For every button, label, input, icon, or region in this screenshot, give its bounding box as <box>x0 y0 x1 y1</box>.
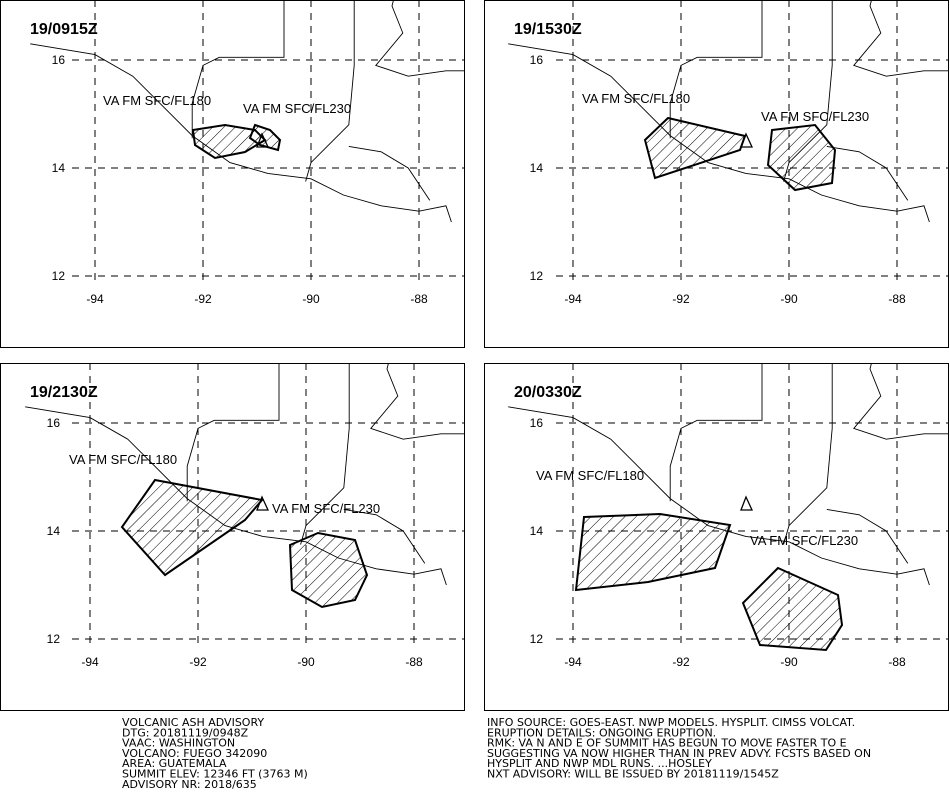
lat-tick-label: 12 <box>47 632 61 646</box>
map-area <box>508 0 949 283</box>
lon-tick-label: -88 <box>888 292 906 306</box>
lon-tick-label: -92 <box>672 655 690 669</box>
map-area <box>25 363 465 646</box>
advisory-line: ERUPTION DETAILS: ONGOING ERUPTION. <box>487 726 716 739</box>
lat-tick-label: 12 <box>530 269 544 283</box>
lon-tick-label: -90 <box>780 655 798 669</box>
ash-cloud <box>766 123 837 192</box>
lon-tick-label: -92 <box>194 292 212 306</box>
ash-cloud <box>288 531 369 609</box>
ash-label: VA FM SFC/FL180 <box>536 468 644 483</box>
coastline <box>783 363 833 545</box>
lon-tick-label: -94 <box>564 655 582 669</box>
lon-tick-label: -90 <box>780 292 798 306</box>
advisory-line: VOLCANIC ASH ADVISORY <box>122 716 264 729</box>
lon-tick-label: -88 <box>405 655 423 669</box>
advisory-line: DTG: 20181119/0948Z <box>122 726 249 739</box>
advisory-line: RMK: VA N AND E OF SUMMIT HAS BEGUN TO M… <box>487 737 847 750</box>
coastline <box>370 363 465 440</box>
ash-label: VA FM SFC/FL230 <box>243 101 351 116</box>
advisory-line: VOLCANO: FUEGO 342090 <box>122 747 267 760</box>
ash-cloud <box>191 123 267 160</box>
lat-tick-label: 16 <box>530 416 544 430</box>
panel-frame <box>0 0 465 348</box>
advisory-line: HYSPLIT AND NWP MDL RUNS. ...HOSLEY <box>487 757 712 770</box>
ash-cloud <box>248 123 282 152</box>
advisory-line: NXT ADVISORY: WILL BE ISSUED BY 20181119… <box>487 768 779 781</box>
volcano-symbol <box>740 495 754 511</box>
map-panel: -94 -92 -90 -88 16 14 12 19/1530Z VA FM SFC/FL18… <box>484 0 949 348</box>
panel-time: 19/0915Z <box>30 21 98 38</box>
lon-tick-label: -88 <box>888 655 906 669</box>
map-panel: -94 -92 -90 -88 16 14 12 20/0330Z VA FM SFC/FL18… <box>484 363 949 711</box>
coastline <box>191 0 285 139</box>
advisory-line: ADVISORY NR: 2018/635 <box>122 778 257 791</box>
volcano-symbol <box>256 132 270 148</box>
coastline <box>669 0 763 139</box>
lat-tick-label: 14 <box>530 524 544 538</box>
coastline <box>375 0 465 77</box>
ash-cloud <box>574 512 732 592</box>
advisory-line: VAAC: WASHINGTON <box>122 737 235 750</box>
advisory-line: INFO SOURCE: GOES-EAST. NWP MODELS. HYSP… <box>487 716 855 729</box>
lat-tick-label: 14 <box>530 161 544 175</box>
map-area <box>30 0 465 283</box>
ash-cloud <box>120 478 264 577</box>
coastline <box>300 363 350 545</box>
panel-time: 20/0330Z <box>514 384 582 401</box>
coastline <box>669 363 763 502</box>
coastline <box>305 0 355 182</box>
lat-tick-label: 14 <box>47 524 61 538</box>
panel-time: 19/1530Z <box>514 21 582 38</box>
advisory-line: AREA: GUATEMALA <box>122 757 227 770</box>
lat-tick-label: 16 <box>47 416 61 430</box>
lon-tick-label: -94 <box>86 292 104 306</box>
volcano-symbol <box>740 132 754 148</box>
ash-label: VA FM SFC/FL230 <box>272 501 380 516</box>
lon-tick-label: -90 <box>302 292 320 306</box>
advisory-line: SUMMIT ELEV: 12346 FT (3763 M) <box>122 768 308 781</box>
panel-frame <box>484 0 949 348</box>
lat-tick-label: 12 <box>52 269 66 283</box>
panel-time: 19/2130Z <box>30 384 98 401</box>
lon-tick-label: -92 <box>672 292 690 306</box>
coastline <box>853 363 949 440</box>
coastline <box>853 0 949 77</box>
ash-label: VA FM SFC/FL180 <box>69 452 177 467</box>
lon-tick-label: -90 <box>297 655 315 669</box>
lat-tick-label: 16 <box>530 53 544 67</box>
ash-cloud <box>643 116 747 180</box>
map-panel: -94 -92 -90 -88 16 14 12 19/0915Z VA FM SFC/FL18… <box>0 0 465 348</box>
ash-cloud <box>741 566 844 652</box>
ash-label: VA FM SFC/FL230 <box>761 109 869 124</box>
lat-tick-label: 16 <box>52 53 66 67</box>
map-panel: -94 -92 -90 -88 16 14 12 19/2130Z VA FM SFC/FL18… <box>0 363 465 711</box>
ash-label: VA FM SFC/FL230 <box>750 533 858 548</box>
coastline <box>186 363 280 502</box>
volcano-symbol <box>256 495 270 511</box>
panel-frame <box>0 363 465 711</box>
map-area <box>508 363 949 652</box>
ash-label: VA FM SFC/FL180 <box>103 93 211 108</box>
advisory-line: SUGGESTING VA NOW HIGHER THAN IN PREV AD… <box>487 747 871 760</box>
lat-tick-label: 12 <box>530 632 544 646</box>
lon-tick-label: -94 <box>564 292 582 306</box>
lon-tick-label: -94 <box>81 655 99 669</box>
lon-tick-label: -88 <box>410 292 428 306</box>
ash-label: VA FM SFC/FL180 <box>582 91 690 106</box>
lat-tick-label: 14 <box>52 161 66 175</box>
lon-tick-label: -92 <box>189 655 207 669</box>
